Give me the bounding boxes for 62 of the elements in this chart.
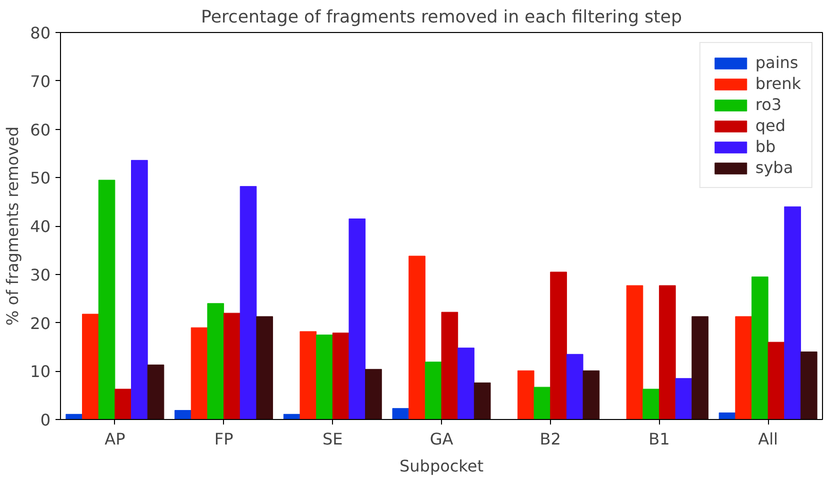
x-tick-label: All — [758, 430, 778, 448]
bar — [517, 370, 534, 420]
bar — [692, 316, 708, 420]
bar — [408, 256, 426, 420]
bar — [474, 382, 491, 420]
bar — [800, 352, 818, 420]
y-axis-title: % of fragments removed — [3, 126, 22, 326]
legend-label: pains — [755, 53, 798, 72]
bar — [675, 378, 692, 420]
x-axis-title: Subpocket — [399, 456, 484, 476]
bar — [658, 285, 676, 420]
bar — [240, 186, 257, 420]
bar — [566, 354, 584, 420]
bar — [348, 218, 366, 420]
chart-title: Percentage of fragments removed in each filtering step — [201, 8, 682, 28]
x-tick-label: FP — [214, 430, 234, 448]
bar — [207, 303, 224, 420]
bar — [190, 327, 208, 420]
bar — [300, 331, 317, 420]
bar — [458, 348, 474, 420]
bar — [332, 332, 350, 420]
y-tick-label: 10 — [30, 362, 50, 382]
bar — [642, 388, 660, 420]
bar — [98, 180, 116, 420]
x-tick-label: SE — [322, 430, 343, 448]
y-tick-label: 40 — [30, 217, 50, 236]
x-tick-label: AP — [104, 430, 126, 448]
bar — [316, 334, 333, 420]
y-tick-label: 0 — [40, 410, 51, 430]
bar — [224, 312, 240, 420]
y-tick-label: 70 — [30, 72, 50, 91]
bar — [365, 368, 382, 420]
y-tick-label: 80 — [30, 24, 50, 42]
y-tick-label: 20 — [30, 314, 50, 333]
legend-label: brenk — [755, 74, 801, 93]
bar — [768, 342, 785, 420]
bar — [392, 408, 410, 420]
bar — [131, 160, 148, 420]
legend-label: bb — [755, 137, 776, 156]
bar — [424, 362, 442, 420]
bar — [582, 370, 600, 420]
bar — [256, 316, 274, 420]
bar — [784, 206, 801, 420]
bar — [626, 285, 644, 420]
bar — [82, 314, 99, 420]
bar — [114, 388, 132, 420]
x-tick-label: B1 — [648, 430, 670, 448]
y-tick-label: 50 — [30, 168, 50, 188]
x-tick-label: GA — [430, 430, 454, 448]
bar — [147, 364, 164, 420]
bar — [534, 386, 551, 420]
bar — [550, 272, 567, 420]
bar — [751, 276, 768, 420]
bar — [441, 312, 458, 420]
legend-label: syba — [755, 158, 794, 177]
legend-label: ro3 — [755, 95, 782, 114]
y-tick-label: 60 — [30, 120, 50, 140]
legend-label: qed — [755, 116, 786, 135]
x-tick-label: B2 — [540, 430, 561, 448]
bar — [174, 410, 192, 420]
y-tick-label: 30 — [30, 265, 50, 284]
bar — [735, 316, 752, 420]
